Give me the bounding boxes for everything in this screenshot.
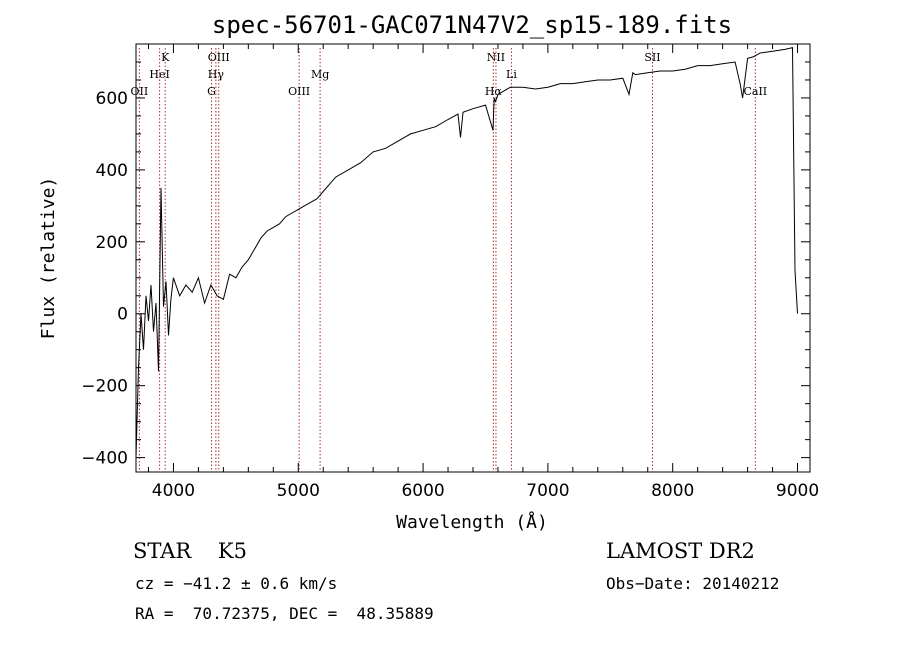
marker-label-9: Li xyxy=(506,68,517,81)
x-tick-label-4000: 4000 xyxy=(152,481,195,501)
marker-label-12: CaII xyxy=(743,85,767,98)
marker-label-3: OIII xyxy=(208,51,230,64)
marker-label-4: Hγ xyxy=(208,68,225,81)
object-class: STAR K5 xyxy=(133,539,247,563)
x-axis-label: Wavelength (Å) xyxy=(396,511,548,533)
y-tick-label-0: 0 xyxy=(117,305,128,325)
y-tick-label-200: 200 xyxy=(96,233,128,253)
marker-label-7: OIII xyxy=(288,85,310,98)
marker-label-2: HeI xyxy=(149,68,169,81)
y-tick-label-600: 600 xyxy=(96,89,128,109)
y-axis: −400 −200 0 200 400 600 xyxy=(81,61,810,469)
x-tick-label-7000: 7000 xyxy=(526,481,569,501)
redshift-info: cz = −41.2 ± 0.6 km/s xyxy=(135,574,338,593)
marker-label-6: Mg xyxy=(311,68,329,81)
marker-label-8: NII xyxy=(487,51,505,64)
survey-name: LAMOST DR2 xyxy=(606,539,755,563)
marker-label-1: K xyxy=(161,51,170,64)
x-tick-label-5000: 5000 xyxy=(277,481,320,501)
spectrum-line xyxy=(135,46,798,458)
y-tick-label--400: −400 xyxy=(81,449,128,469)
marker-label-5: G xyxy=(207,85,216,98)
x-tick-label-9000: 9000 xyxy=(776,481,819,501)
marker-label-0: OII xyxy=(131,85,149,98)
spectrum-chart: spec-56701-GAC071N47V2_sp15-189.fits OII… xyxy=(38,11,819,533)
x-tick-label-6000: 6000 xyxy=(401,481,444,501)
marker-label-10: Hα xyxy=(485,85,503,98)
y-axis-label: Flux (relative) xyxy=(38,177,59,340)
x-tick-label-8000: 8000 xyxy=(651,481,694,501)
chart-title: spec-56701-GAC071N47V2_sp15-189.fits xyxy=(212,11,732,39)
observation-date: Obs−Date: 20140212 xyxy=(606,574,780,593)
y-tick-label-400: 400 xyxy=(96,161,128,181)
coordinates: RA = 70.72375, DEC = 48.35889 xyxy=(135,604,434,623)
x-axis: 4000 5000 6000 7000 8000 9000 xyxy=(147,44,819,501)
marker-label-11: SII xyxy=(644,51,660,64)
y-tick-label--200: −200 xyxy=(81,377,128,397)
